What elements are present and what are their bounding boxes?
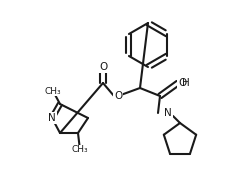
Text: O: O — [178, 78, 186, 88]
Text: O: O — [99, 62, 107, 72]
Text: CH₃: CH₃ — [72, 146, 88, 155]
Text: H: H — [182, 78, 190, 88]
Text: N: N — [48, 113, 56, 123]
Text: O: O — [114, 91, 122, 101]
Text: N: N — [164, 108, 172, 118]
Text: CH₃: CH₃ — [45, 87, 61, 96]
